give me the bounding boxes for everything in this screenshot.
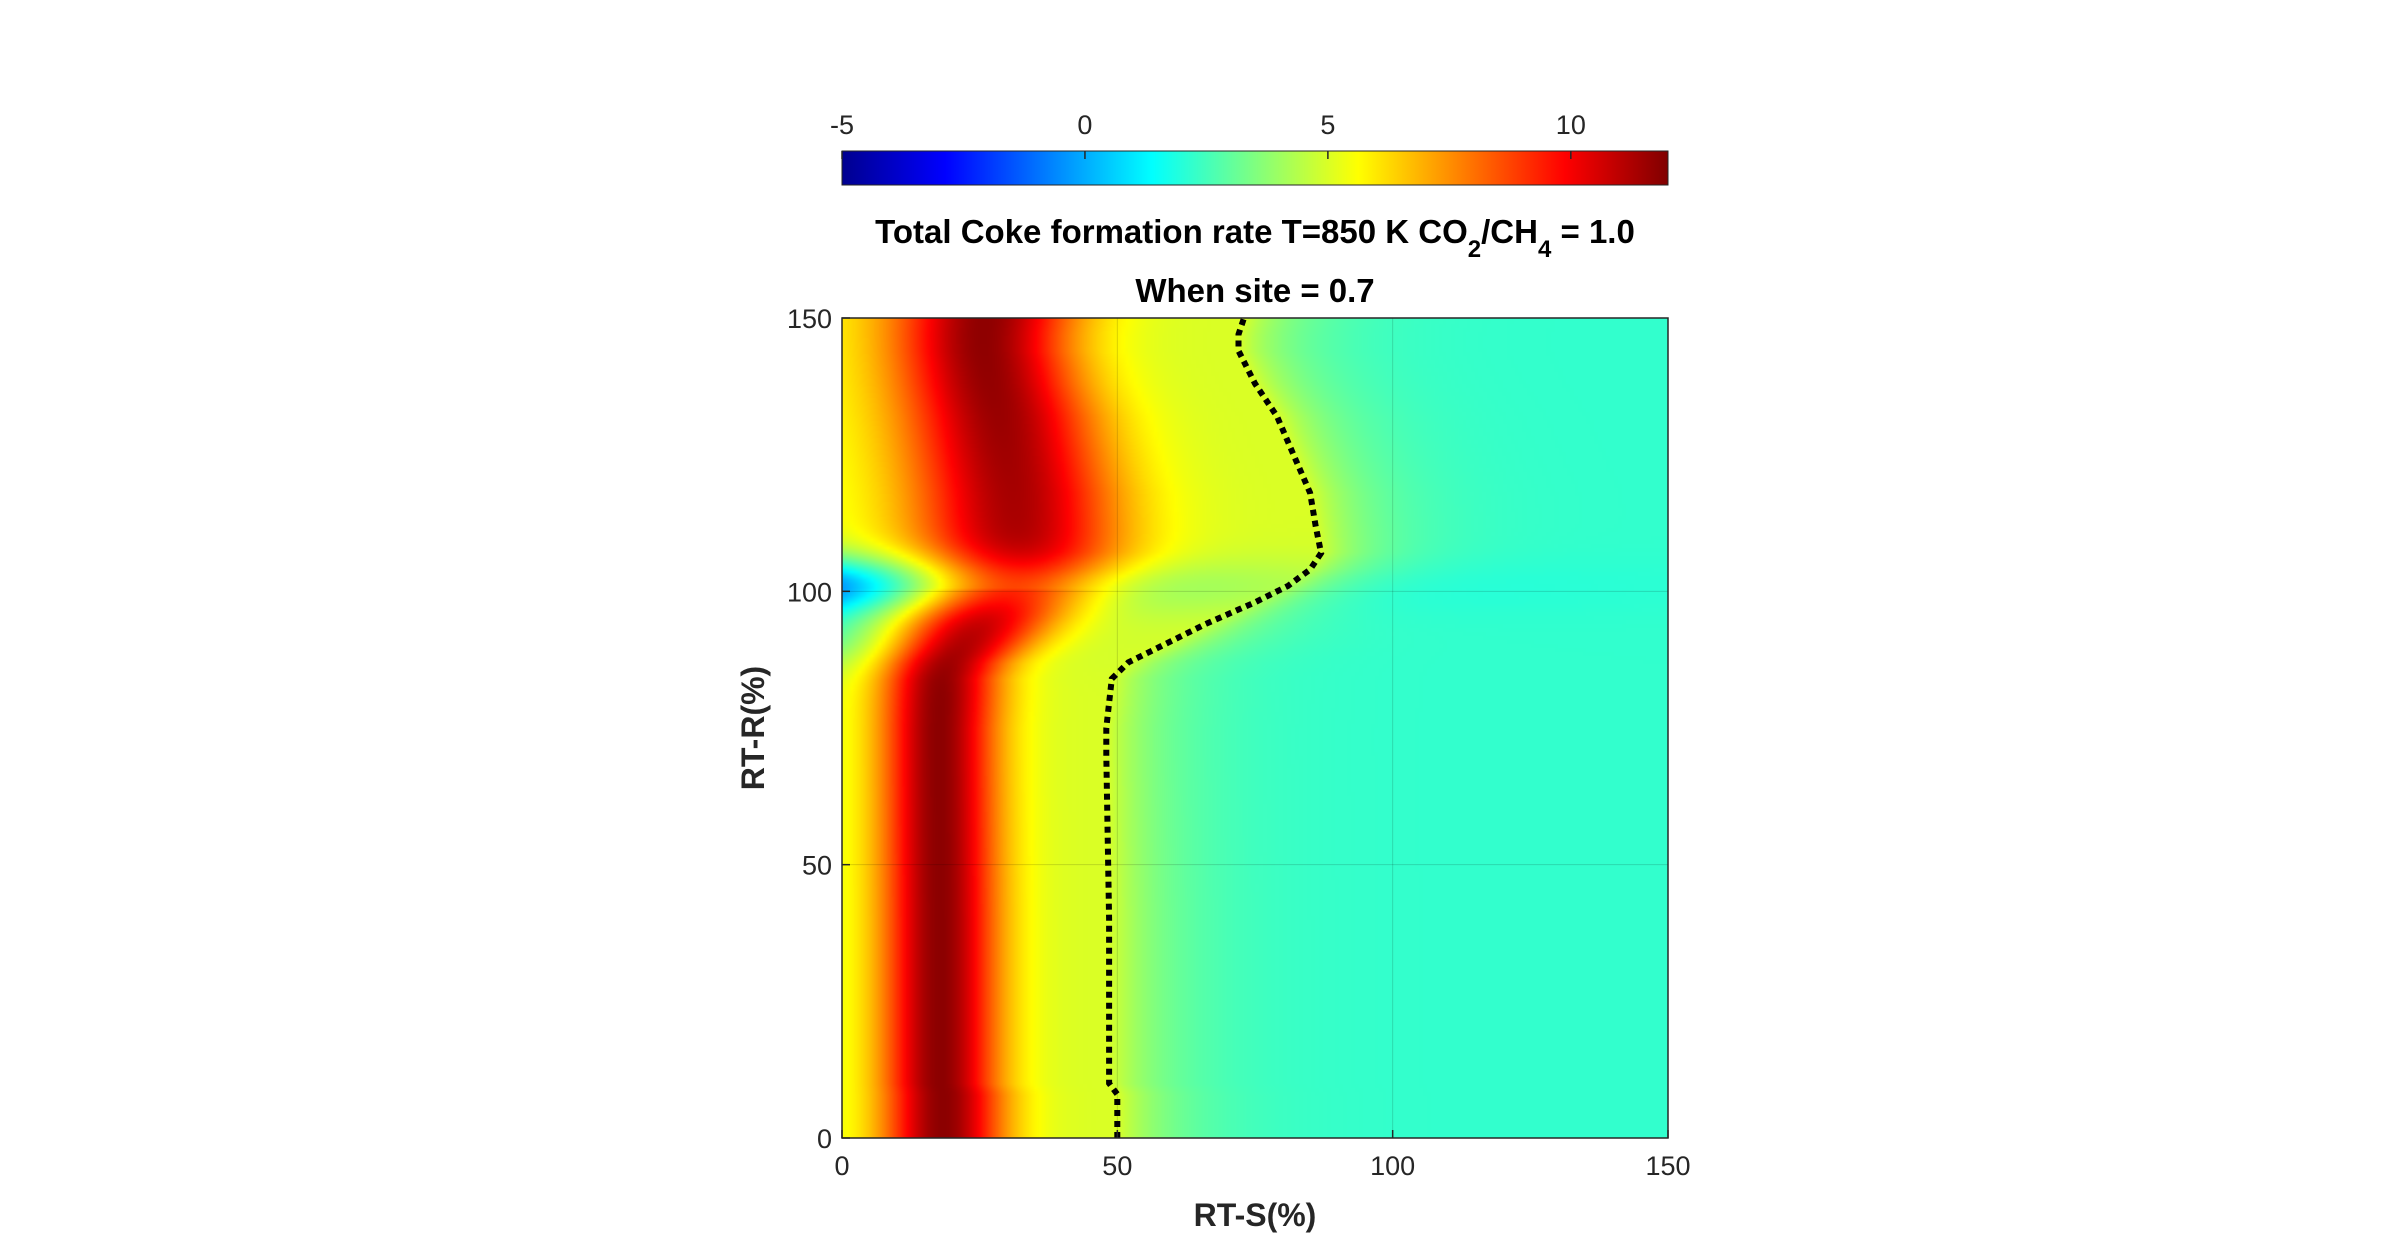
heatmap-image: [842, 318, 1668, 1138]
contour-line: [1103, 318, 1325, 1138]
colorbar-tick-label: 10: [1556, 110, 1586, 140]
colorbar-tick-label: 0: [1077, 110, 1092, 140]
x-axis: 0 50 100 150: [834, 1130, 1691, 1181]
x-tick-label: 100: [1370, 1151, 1415, 1181]
chart-title: Total Coke formation rate T=850 K CO2/CH…: [875, 213, 1635, 309]
y-axis: 0 50 100 150: [787, 304, 850, 1154]
grid-lines: [842, 318, 1668, 1138]
colorbar-gradient: [841, 150, 1669, 186]
title-part: /CH: [1481, 213, 1538, 250]
x-tick-label: 50: [1102, 1151, 1132, 1181]
x-axis-label: RT-S(%): [1194, 1197, 1317, 1233]
x-tick-label: 150: [1645, 1151, 1690, 1181]
plot-frame: [841, 317, 1669, 1139]
chart-title-text: Total Coke formation rate T=850 K CO2/CH…: [875, 213, 1635, 263]
title-part: 4: [1538, 236, 1552, 263]
colorbar-tick-label: -5: [830, 110, 854, 140]
x-tick-label: 0: [834, 1151, 849, 1181]
y-tick-label: 150: [787, 304, 832, 334]
title-part: 2: [1468, 236, 1481, 263]
heatmap-plot: [841, 317, 1669, 1139]
colorbar-ticks: -5 0 5 10: [830, 110, 1586, 159]
colorbar: -5 0 5 10: [830, 110, 1669, 186]
y-tick-label: 50: [802, 851, 832, 881]
chart-subtitle: When site = 0.7: [1135, 272, 1374, 309]
colorbar-tick-label: 5: [1320, 110, 1335, 140]
y-tick-label: 100: [787, 577, 832, 607]
title-part: Total Coke formation rate T=850 K CO: [875, 213, 1468, 250]
y-axis-label: RT-R(%): [735, 666, 771, 790]
title-part: = 1.0: [1551, 213, 1634, 250]
y-tick-label: 0: [817, 1124, 832, 1154]
